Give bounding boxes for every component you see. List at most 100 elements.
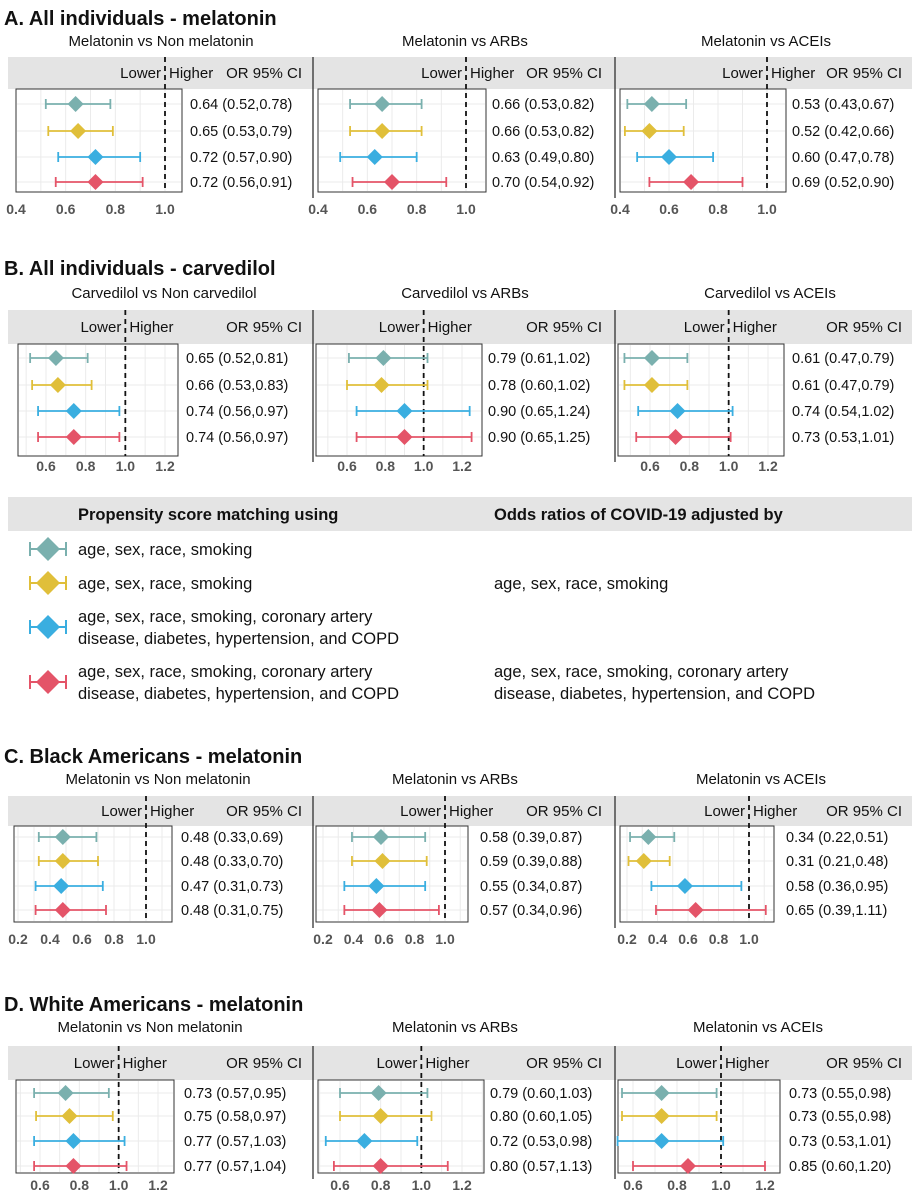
or-value-label: 0.70 (0.54,0.92) — [492, 175, 594, 191]
or-value-label: 0.74 (0.54,1.02) — [792, 404, 894, 420]
forest-panel-1: Melatonin vs Non melatonin Lower Higher OR … — [6, 33, 302, 217]
panel-title: Melatonin vs ACEIs — [701, 33, 831, 50]
tick-label: 0.8 — [407, 201, 427, 217]
panel-title: Melatonin vs ARBs — [392, 1019, 518, 1036]
tick-label: 1.0 — [414, 458, 434, 474]
or-value-label: 0.48 (0.33,0.70) — [181, 854, 283, 870]
section-d: D. White Americans - melatonin Melatonin … — [4, 994, 912, 1193]
plot-area — [15, 88, 183, 193]
or-value-label: 0.61 (0.47,0.79) — [792, 378, 894, 394]
or-value-label: 0.73 (0.55,0.98) — [789, 1086, 891, 1102]
or-value-label: 0.65 (0.53,0.79) — [190, 124, 292, 140]
header-band — [8, 1046, 912, 1080]
tick-label: 1.2 — [758, 458, 778, 474]
or-value-label: 0.72 (0.57,0.90) — [190, 150, 292, 166]
tick-label: 0.4 — [308, 201, 328, 217]
tick-label: 0.8 — [371, 1177, 391, 1193]
or-value-label: 0.80 (0.60,1.05) — [490, 1109, 592, 1125]
plot-area — [17, 343, 179, 457]
header-or-label: OR 95% CI — [526, 803, 602, 820]
tick-label: 0.4 — [6, 201, 26, 217]
or-point — [373, 377, 390, 393]
or-value-label: 0.66 (0.53,0.82) — [492, 124, 594, 140]
tick-label: 1.0 — [136, 931, 156, 947]
legend-left-text: age, sex, race, smoking — [78, 575, 252, 593]
header-or-label: OR 95% CI — [826, 319, 902, 336]
section-title: B. All individuals - carvedilol — [4, 258, 276, 280]
header-or-label: OR 95% CI — [826, 803, 902, 820]
tick-label: 1.0 — [435, 931, 455, 947]
header-or-label: OR 95% CI — [826, 1055, 902, 1072]
or-point — [65, 403, 82, 419]
tick-label: 0.6 — [358, 201, 378, 217]
or-value-label: 0.66 (0.53,0.82) — [492, 97, 594, 113]
header-higher-label: Higher — [753, 803, 797, 820]
panel-title: Melatonin vs ACEIs — [696, 771, 826, 788]
tick-label: 1.0 — [757, 201, 777, 217]
or-point — [54, 853, 71, 869]
header-higher-label: Higher — [150, 803, 194, 820]
tick-label: 0.8 — [680, 458, 700, 474]
or-point — [67, 96, 84, 112]
or-point — [57, 1085, 74, 1101]
or-value-label: 0.79 (0.60,1.03) — [490, 1086, 592, 1102]
or-point — [375, 350, 392, 366]
tick-label: 0.6 — [659, 201, 679, 217]
tick-label: 0.2 — [313, 931, 333, 947]
or-value-label: 0.72 (0.56,0.91) — [190, 175, 292, 191]
or-point — [370, 1085, 387, 1101]
tick-label: 1.0 — [412, 1177, 432, 1193]
forest-panel-1: Carvedilol vs Non carvedilol Lower Higher O… — [17, 285, 302, 474]
or-value-label: 0.48 (0.33,0.69) — [181, 830, 283, 846]
forest-panel-1: Melatonin vs Non melatonin Lower Higher OR … — [15, 1019, 302, 1193]
section-c: C. Black Americans - melatonin Melatonin … — [4, 746, 912, 947]
tick-label: 1.2 — [755, 1177, 775, 1193]
tick-label: 1.0 — [155, 201, 175, 217]
tick-label: 0.4 — [610, 201, 630, 217]
or-value-label: 0.60 (0.47,0.78) — [792, 150, 894, 166]
tick-label: 0.6 — [374, 931, 394, 947]
or-value-label: 0.65 (0.52,0.81) — [186, 351, 288, 367]
or-point — [669, 403, 686, 419]
legend-header-band — [8, 497, 912, 531]
or-value-label: 0.72 (0.53,0.98) — [490, 1134, 592, 1150]
header-or-label: OR 95% CI — [226, 65, 302, 82]
tick-label: 0.4 — [648, 931, 668, 947]
tick-label: 0.8 — [376, 458, 396, 474]
tick-label: 0.6 — [337, 458, 357, 474]
or-value-label: 0.75 (0.58,0.97) — [184, 1109, 286, 1125]
forest-panel-2: Carvedilol vs ARBs Lower Higher OR 95% CI 0.… — [315, 285, 602, 474]
or-point — [396, 429, 413, 445]
or-point — [87, 174, 104, 190]
forest-panel-3: Melatonin vs ACEIs Lower Higher OR 95% CI 0.… — [616, 1019, 902, 1193]
header-higher-label: Higher — [449, 803, 493, 820]
or-value-label: 0.48 (0.31,0.75) — [181, 903, 283, 919]
or-point — [653, 1133, 670, 1149]
or-value-label: 0.80 (0.57,1.13) — [490, 1159, 592, 1175]
header-band — [8, 57, 912, 89]
or-point — [374, 853, 391, 869]
section-title: C. Black Americans - melatonin — [4, 746, 302, 768]
or-point — [61, 1108, 78, 1124]
header-higher-label: Higher — [129, 319, 173, 336]
tick-label: 0.2 — [8, 931, 28, 947]
or-point — [54, 902, 71, 918]
header-or-label: OR 95% CI — [526, 65, 602, 82]
or-point — [653, 1108, 670, 1124]
panel-title: Carvedilol vs ARBs — [401, 285, 529, 302]
or-value-label: 0.74 (0.56,0.97) — [186, 430, 288, 446]
header-band — [8, 310, 912, 344]
plot-area — [617, 343, 785, 457]
or-point — [65, 1158, 82, 1174]
tick-label: 0.6 — [678, 931, 698, 947]
forest-panel-3: Carvedilol vs ACEIs Lower Higher OR 95% CI 0… — [617, 285, 902, 474]
or-point — [384, 174, 400, 190]
or-point — [680, 1158, 696, 1174]
or-value-label: 0.58 (0.36,0.95) — [786, 879, 888, 895]
or-value-label: 0.55 (0.34,0.87) — [480, 879, 582, 895]
header-lower-label: Lower — [684, 319, 725, 336]
header-higher-label: Higher — [169, 65, 213, 82]
or-point — [65, 1133, 82, 1149]
or-value-label: 0.61 (0.47,0.79) — [792, 351, 894, 367]
tick-label: 0.6 — [36, 458, 56, 474]
